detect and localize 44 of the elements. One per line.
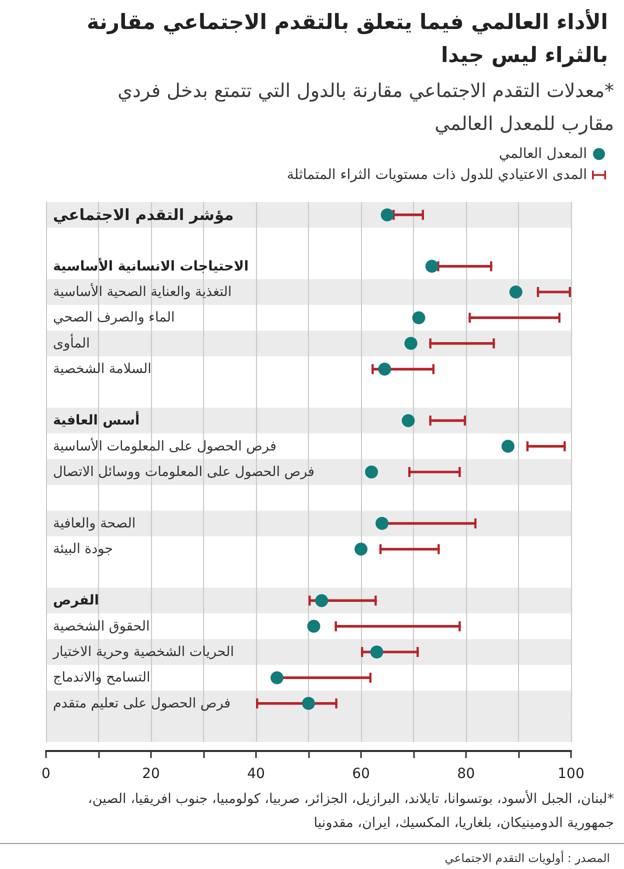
- point: [402, 414, 415, 428]
- text: المصدر : أولويات التقدم الاجتماعي: [444, 850, 610, 866]
- point: [376, 516, 388, 530]
- legend-label: المعدل العالمي: [498, 146, 587, 162]
- y-tick-label: الحقوق الشخصية: [53, 618, 150, 634]
- x-tick-label: 0: [42, 766, 50, 782]
- y-tick-label: الفرص: [53, 592, 99, 609]
- y-tick-label: جودة البيئة: [53, 541, 114, 558]
- point: [370, 646, 384, 658]
- y-tick-label: أسس العافية: [53, 410, 140, 429]
- chart-title: الأداء العالمي فيما يتعلق بالتقدم الاجتماعي مقارنة بالثراء ليس جيدا: [86, 8, 608, 70]
- y-tick-label: السلامة الشخصية: [53, 361, 152, 378]
- y-tick-label: الحريات الشخصية وحرية الاختيار: [52, 644, 234, 660]
- text: *لبنان، الجبل الأسود، بوتسوانا، تايلاند، البرازيل، الجزائر، صربيا، كولومبيا، جنوب افريقيا، الصين، جمهورية الدومينيكان، بلغاريا، المكسيك، ايران، مقدونيا: [87, 789, 614, 833]
- x-tick-label: 100: [558, 766, 584, 782]
- y-tick-label: الماء والصرف الصحي: [53, 310, 175, 326]
- y-tick-label: الصحة والعافية: [53, 515, 136, 532]
- point: [354, 542, 368, 556]
- point: [509, 286, 522, 298]
- point: [412, 311, 426, 324]
- point: [315, 594, 328, 608]
- x-tick-label: 60: [352, 766, 370, 782]
- point: [404, 336, 418, 350]
- point: [380, 208, 394, 222]
- y-tick-label: فرص الحصول على المعلومات الأساسية: [53, 437, 276, 454]
- y-tick-label: فرص الحصول على المعلومات ووسائل الاتصال: [53, 464, 314, 480]
- point: [302, 696, 315, 710]
- y-tick-label: التغذية والعناية الصحية الأساسية: [53, 283, 232, 300]
- x-tick-label: 40: [247, 766, 265, 782]
- y-tick-label: الاحتياجات الانسانية الأساسية: [53, 257, 249, 274]
- legend-label: المدى الاعتيادي للدول ذات مستويات الثراء المتماثلة: [286, 167, 587, 183]
- y-tick-label: فرص الحصول على تعليم متقدم: [53, 695, 231, 712]
- point: [365, 466, 378, 478]
- x-tick-label: 20: [142, 766, 160, 782]
- point: [502, 440, 514, 453]
- point: [378, 362, 392, 376]
- chart-subtitle: *معدلات التقدم الاجتماعي مقارنة بالدول التي تتمتع بدخل فردي مقارب للمعدل العالمي: [116, 79, 614, 137]
- y-tick-label: التسامح والاندماج: [53, 670, 150, 686]
- y-tick-label: المأوى: [53, 333, 90, 352]
- y-tick-label: مؤشر التقدم الاجتماعي: [53, 206, 234, 224]
- x-tick-label: 80: [457, 766, 475, 782]
- point: [307, 620, 320, 633]
- point: [425, 260, 438, 273]
- point: [270, 671, 284, 684]
